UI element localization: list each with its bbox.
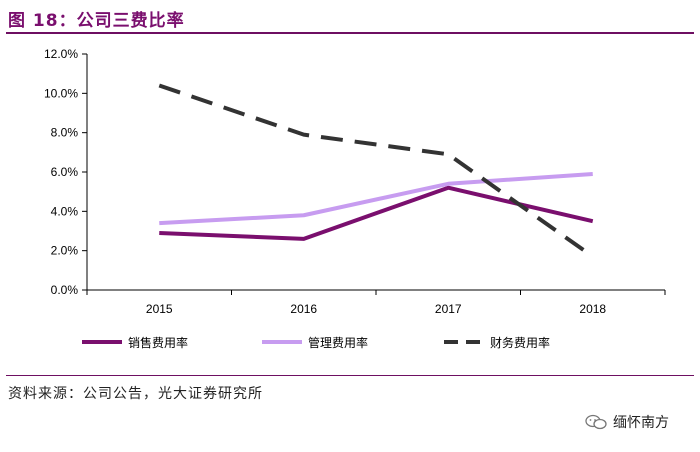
series-line-1 [159,185,594,241]
x-tick-label: 2018 [579,302,606,316]
y-tick-label: 12.0% [44,47,78,61]
x-tick-label: 2015 [146,302,173,316]
series-line-2 [159,171,593,226]
legend-label: 财务费用率 [490,335,550,350]
y-tick-label: 0.0% [51,283,79,297]
y-tick-label: 10.0% [44,86,78,100]
title-divider [6,32,694,34]
wechat-icon [585,414,607,430]
watermark-text: 缅怀南方 [613,415,669,431]
x-tick-label: 2016 [290,302,317,316]
source-divider [6,375,694,376]
y-tick-label: 8.0% [51,126,79,140]
watermark: 缅怀南方 [585,412,669,432]
legend-label: 管理费用率 [308,335,368,350]
x-tick-label: 2017 [435,302,462,316]
chart-title: 图 18：公司三费比率 [8,11,185,31]
y-tick-label: 2.0% [51,244,79,258]
y-tick-label: 4.0% [51,204,79,218]
y-tick-label: 6.0% [51,165,79,179]
series-line-3 [158,83,594,259]
source-note: 资料来源：公司公告，光大证券研究所 [8,386,263,402]
legend-label: 销售费用率 [128,335,188,350]
